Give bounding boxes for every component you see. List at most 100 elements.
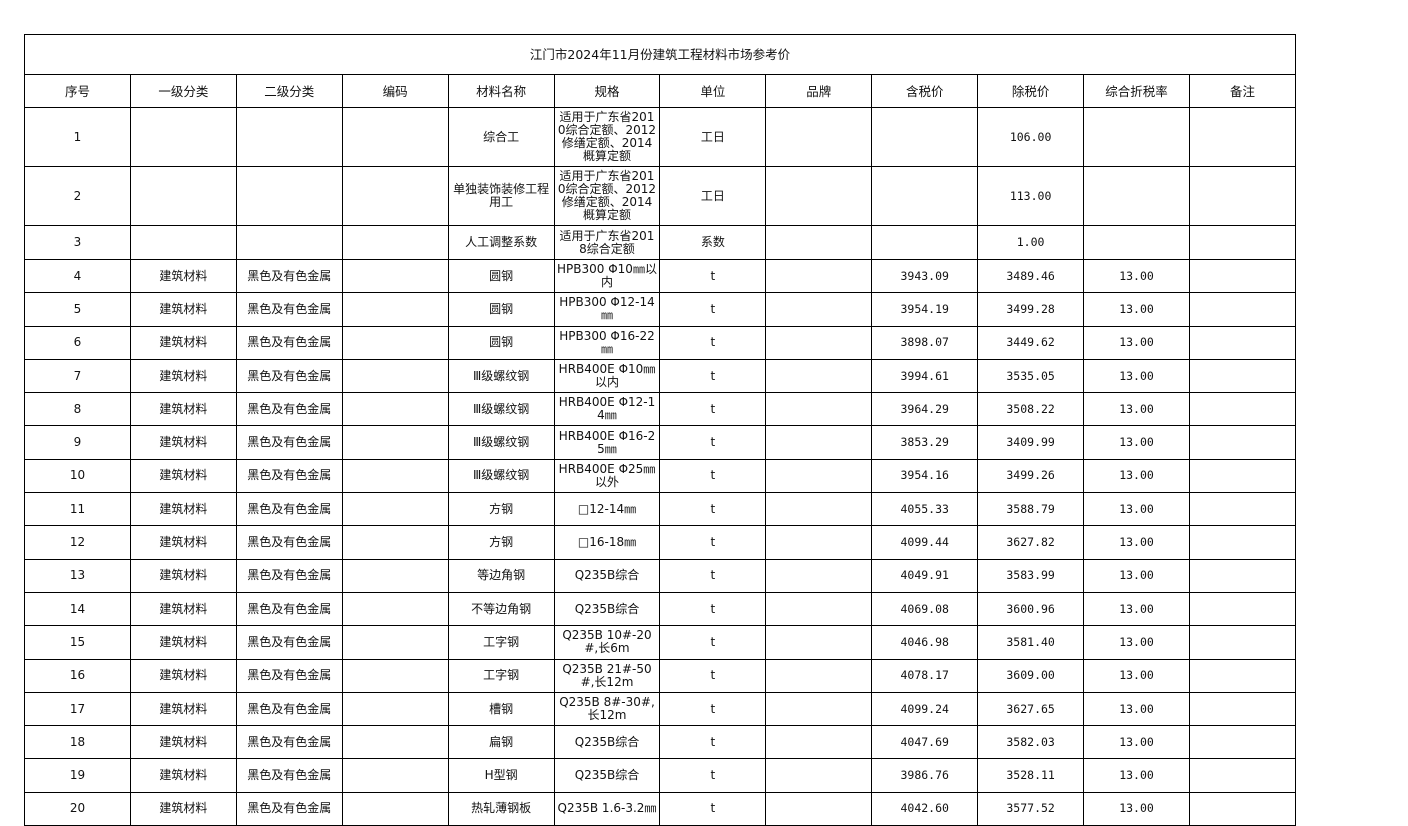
cell-tax-rate: 13.00 [1083, 558, 1190, 593]
cell-seq: 2 [24, 166, 131, 226]
cell-category-1: 建筑材料 [129, 525, 237, 560]
cell-category-2: 黑色及有色金属 [235, 425, 343, 460]
cell-category-1: 建筑材料 [129, 691, 237, 727]
cell-spec: Q235B综合 [553, 558, 661, 593]
cell-category-1: 建筑材料 [129, 392, 237, 427]
cell-price-without-tax: 3508.22 [977, 392, 1085, 427]
cell-code [341, 525, 449, 560]
cell-remark [1188, 225, 1297, 260]
cell-spec: HPB300 Φ16-22㎜ [553, 325, 661, 360]
table-row: 18 建筑材料 黑色及有色金属 扁钢 Q235B综合 t 4047.69 3582.03 13.… [24, 725, 1297, 760]
cell-price-with-tax: 3986.76 [871, 758, 979, 793]
cell-code [341, 458, 449, 494]
cell-price-with-tax: 3898.07 [871, 325, 979, 360]
cell-category-2: 黑色及有色金属 [235, 591, 343, 627]
cell-remark [1188, 691, 1297, 727]
cell-category-2 [235, 225, 343, 260]
cell-price-without-tax: 3499.28 [977, 292, 1085, 327]
cell-spec: 适用于广东省2010综合定额、2012修缮定额、2014概算定额 [553, 107, 661, 167]
cell-spec: HRB400E Φ10㎜以内 [553, 358, 661, 394]
cell-price-with-tax: 4055.33 [871, 492, 979, 527]
table-row: 9 建筑材料 黑色及有色金属 Ⅲ级螺纹钢 HRB400E Φ16-25㎜ t 3853.29… [24, 425, 1297, 460]
cell-code [341, 358, 449, 394]
cell-remark [1188, 492, 1297, 527]
cell-price-without-tax: 106.00 [977, 107, 1085, 167]
table-row: 4 建筑材料 黑色及有色金属 圆钢 HPB300 Φ10㎜以内 t 3943.09 3489.… [24, 258, 1297, 294]
cell-seq: 8 [24, 392, 131, 427]
cell-unit: t [659, 392, 767, 427]
cell-brand [765, 658, 873, 693]
cell-material-name: 不等边角钢 [447, 591, 555, 627]
cell-category-1 [129, 107, 237, 167]
cell-brand [765, 525, 873, 560]
cell-price-with-tax: 4078.17 [871, 658, 979, 693]
cell-tax-rate: 13.00 [1083, 325, 1190, 360]
cell-category-1: 建筑材料 [129, 325, 237, 360]
cell-unit: t [659, 325, 767, 360]
cell-seq: 17 [24, 691, 131, 727]
cell-brand [765, 425, 873, 460]
cell-material-name: 工字钢 [447, 658, 555, 693]
cell-price-without-tax: 3449.62 [977, 325, 1085, 360]
cell-spec: HRB400E Φ16-25㎜ [553, 425, 661, 460]
cell-price-with-tax: 3954.19 [871, 292, 979, 327]
cell-price-without-tax: 3499.26 [977, 458, 1085, 494]
cell-seq: 16 [24, 658, 131, 693]
cell-seq: 9 [24, 425, 131, 460]
cell-spec: □12-14㎜ [553, 492, 661, 527]
cell-tax-rate: 13.00 [1083, 492, 1190, 527]
cell-spec: 适用于广东省2010综合定额、2012修缮定额、2014概算定额 [553, 166, 661, 226]
cell-price-with-tax: 4047.69 [871, 725, 979, 760]
header-price-with-tax: 含税价 [871, 74, 979, 108]
cell-category-2: 黑色及有色金属 [235, 658, 343, 693]
cell-brand [765, 492, 873, 527]
cell-price-without-tax: 3600.96 [977, 591, 1085, 627]
cell-remark [1188, 658, 1297, 693]
cell-code [341, 225, 449, 260]
cell-category-1: 建筑材料 [129, 591, 237, 627]
header-row: 序号 一级分类 二级分类 编码 材料名称 规格 单位 品牌 含税价 除税价 综合折税率 备注 [24, 74, 1297, 108]
cell-seq: 6 [24, 325, 131, 360]
cell-remark [1188, 525, 1297, 560]
cell-brand [765, 691, 873, 727]
cell-remark [1188, 107, 1297, 167]
table-row: 8 建筑材料 黑色及有色金属 Ⅲ级螺纹钢 HRB400E Φ12-14㎜ t 3964.29… [24, 392, 1297, 427]
cell-unit: t [659, 791, 767, 826]
cell-category-2 [235, 107, 343, 167]
cell-seq: 4 [24, 258, 131, 294]
cell-price-without-tax: 3581.40 [977, 625, 1085, 660]
cell-material-name: 人工调整系数 [447, 225, 555, 260]
cell-material-name: 方钢 [447, 525, 555, 560]
cell-material-name: Ⅲ级螺纹钢 [447, 458, 555, 494]
table-row: 3 人工调整系数 适用于广东省2018综合定额 系数 1.00 [24, 225, 1297, 260]
cell-spec: Q235B综合 [553, 758, 661, 793]
table-row: 5 建筑材料 黑色及有色金属 圆钢 HPB300 Φ12-14㎜ t 3954.19 3499… [24, 292, 1297, 327]
cell-price-without-tax: 1.00 [977, 225, 1085, 260]
cell-remark [1188, 458, 1297, 494]
header-brand: 品牌 [765, 74, 873, 108]
cell-remark [1188, 166, 1297, 226]
cell-price-without-tax: 3528.11 [977, 758, 1085, 793]
cell-remark [1188, 625, 1297, 660]
cell-spec: □16-18㎜ [553, 525, 661, 560]
table-row: 2 单独装饰装修工程用工 适用于广东省2010综合定额、2012修缮定额、2014概… [24, 166, 1297, 226]
cell-code [341, 625, 449, 660]
cell-material-name: 扁钢 [447, 725, 555, 760]
cell-brand [765, 325, 873, 360]
cell-remark [1188, 425, 1297, 460]
cell-category-2: 黑色及有色金属 [235, 791, 343, 826]
table-row: 13 建筑材料 黑色及有色金属 等边角钢 Q235B综合 t 4049.91 3583.99 1… [24, 558, 1297, 593]
cell-seq: 11 [24, 492, 131, 527]
cell-remark [1188, 558, 1297, 593]
cell-material-name: 热轧薄钢板 [447, 791, 555, 826]
cell-tax-rate: 13.00 [1083, 591, 1190, 627]
cell-category-1: 建筑材料 [129, 625, 237, 660]
cell-price-with-tax [871, 107, 979, 167]
cell-unit: t [659, 725, 767, 760]
cell-tax-rate: 13.00 [1083, 791, 1190, 826]
cell-spec: Q235B综合 [553, 725, 661, 760]
cell-brand [765, 591, 873, 627]
cell-category-1: 建筑材料 [129, 758, 237, 793]
cell-unit: t [659, 591, 767, 627]
table-row: 12 建筑材料 黑色及有色金属 方钢 □16-18㎜ t 4099.44 3627.82 13.… [24, 525, 1297, 560]
